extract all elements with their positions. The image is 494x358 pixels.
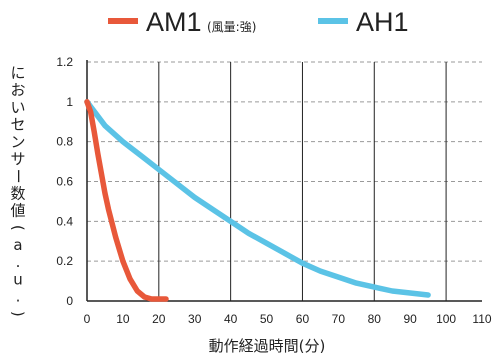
y-axis-title-char: ン bbox=[10, 133, 25, 151]
x-tick-label: 90 bbox=[404, 312, 418, 326]
y-tick-label: 0.4 bbox=[56, 214, 73, 228]
y-axis-title-char: 値 bbox=[10, 202, 25, 220]
x-tick-label: 80 bbox=[368, 312, 382, 326]
y-axis-title-char: お bbox=[10, 81, 25, 99]
y-tick-label: 0.8 bbox=[56, 135, 73, 149]
legend-label-ah1: AH1 bbox=[356, 7, 409, 37]
legend-label-am1: AM1 bbox=[146, 7, 202, 37]
y-axis-title-char: a bbox=[13, 236, 22, 254]
y-axis-title-char: サ bbox=[10, 150, 25, 168]
y-axis-title-char: に bbox=[10, 64, 25, 82]
x-tick-label: 40 bbox=[224, 312, 238, 326]
x-axis-title: 動作経過時間(分) bbox=[209, 337, 326, 355]
series-line-ah1 bbox=[84, 99, 431, 298]
y-tick-label: 0.2 bbox=[56, 254, 73, 268]
y-tick-label: 0.6 bbox=[56, 175, 73, 189]
x-tick-label: 30 bbox=[188, 312, 202, 326]
x-tick-label: 60 bbox=[296, 312, 310, 326]
series-line-am1 bbox=[84, 99, 169, 302]
x-tick-label: 10 bbox=[116, 312, 130, 326]
x-tick-label: 20 bbox=[152, 312, 166, 326]
series-layer bbox=[84, 99, 431, 302]
y-axis-title-char: 数 bbox=[10, 184, 25, 202]
y-tick-label: 1 bbox=[66, 95, 73, 109]
tick-labels: 0 0.2 0.4 0.6 0.8 1 1.2 0 10 20 30 40 50 60 70 80 90 100 1… bbox=[56, 55, 492, 326]
y-axis-title-char: ) bbox=[9, 311, 27, 317]
y-axis-title-char: . bbox=[16, 253, 21, 271]
x-tick-label: 50 bbox=[260, 312, 274, 326]
y-axis-title-char: ( bbox=[9, 225, 27, 231]
y-axis-title-char: . bbox=[16, 288, 21, 306]
y-axis-title-char: セ bbox=[10, 116, 25, 134]
x-tick-label: 70 bbox=[332, 312, 346, 326]
x-tick-label: 100 bbox=[436, 312, 456, 326]
legend: AM1 (風量:強) AH1 bbox=[108, 7, 409, 37]
y-axis-title-char: u bbox=[13, 270, 23, 288]
grid bbox=[87, 61, 482, 301]
y-axis-title-char: ー bbox=[9, 169, 27, 184]
y-tick-label: 1.2 bbox=[56, 55, 73, 69]
y-axis-title-char: い bbox=[10, 98, 25, 116]
x-tick-label: 110 bbox=[472, 312, 491, 326]
y-tick-label: 0 bbox=[66, 294, 73, 308]
legend-label-am1-note: (風量:強) bbox=[207, 20, 256, 34]
axes bbox=[86, 60, 482, 302]
x-tick-label: 0 bbox=[84, 312, 91, 326]
